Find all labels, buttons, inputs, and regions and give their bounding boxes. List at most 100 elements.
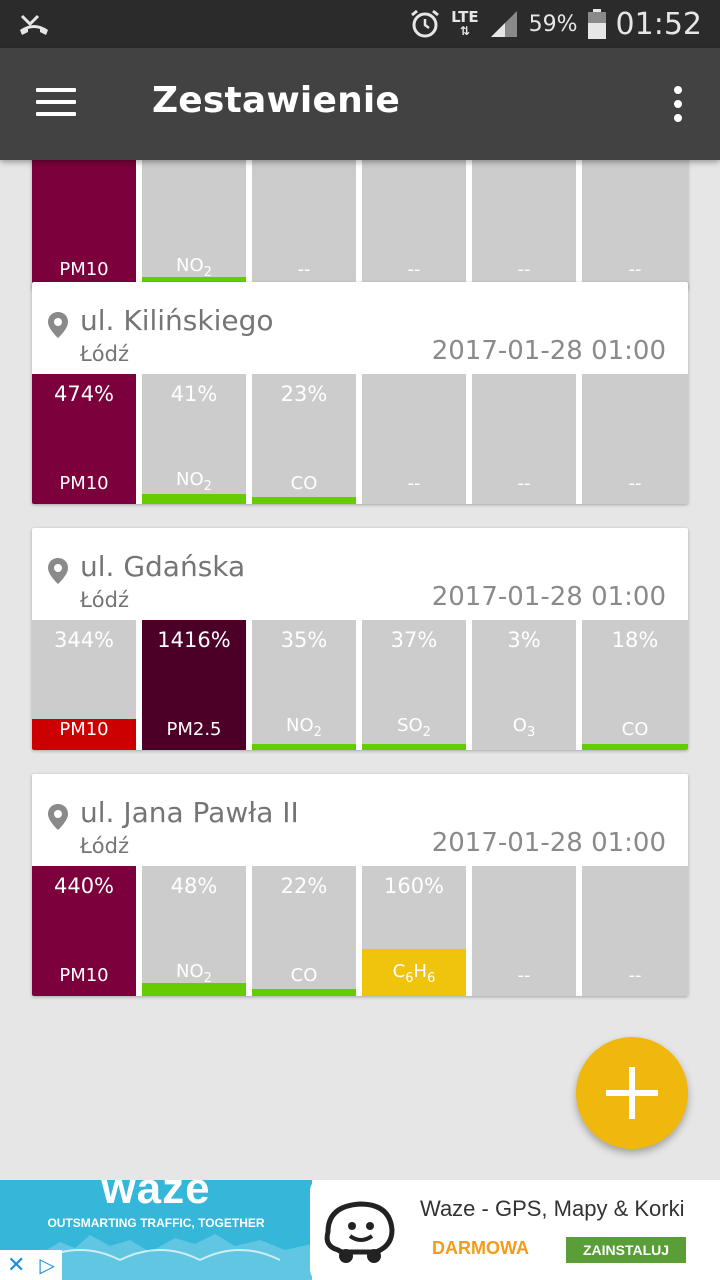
pollutant-tiles: PM10 NO2 -- -- -- -- <box>32 160 688 290</box>
battery-icon <box>587 9 606 39</box>
add-station-button[interactable] <box>576 1037 688 1149</box>
station-city: Łódź <box>80 588 130 612</box>
pollutant-tile[interactable]: -- <box>472 160 576 290</box>
pollutant-label: NO2 <box>142 961 246 986</box>
pollutant-tile[interactable]: -- <box>582 374 688 504</box>
pollutant-tile[interactable]: 23% CO <box>252 374 356 504</box>
adchoices-icon[interactable]: ▷ <box>39 1253 55 1277</box>
station-card[interactable]: ul. Gdańska Łódź 2017-01-28 01:00 344% PM10 1… <box>32 528 688 750</box>
pollutant-tile[interactable]: 35% NO2 <box>252 620 356 750</box>
pollutant-tile[interactable]: 1416% PM2.5 <box>142 620 246 750</box>
pollutant-tile[interactable]: -- <box>472 866 576 996</box>
page-title: Zestawienie <box>152 80 401 121</box>
station-card[interactable]: ul. Jana Pawła II Łódź 2017-01-28 01:00 440… <box>32 774 688 996</box>
ad-choices[interactable]: ✕ ▷ <box>0 1250 62 1280</box>
station-card-header: ul. Kilińskiego Łódź 2017-01-28 01:00 <box>32 282 688 374</box>
ad-banner[interactable]: waze OUTSMARTING TRAFFIC, TOGETHER ✕ ▷ W… <box>0 1180 720 1280</box>
pollutant-tile[interactable]: -- <box>582 866 688 996</box>
pollutant-symbol: -- <box>517 473 531 494</box>
pollutant-symbol: -- <box>517 965 531 986</box>
pollutant-label: PM10 <box>32 473 136 494</box>
more-vertical-icon[interactable] <box>668 86 688 126</box>
station-card-header: ul. Jana Pawła II Łódź 2017-01-28 01:00 <box>32 774 688 866</box>
station-city: Łódź <box>80 342 130 366</box>
pollutant-level-bar <box>582 744 688 750</box>
signal-icon <box>490 11 517 37</box>
pollutant-level-bar <box>32 374 136 504</box>
pollutant-symbol: -- <box>628 473 642 494</box>
location-pin-icon <box>48 312 68 338</box>
waze-logo <box>310 1180 410 1280</box>
pollutant-subscript: 2 <box>203 479 212 494</box>
pollutant-label: PM10 <box>32 259 136 280</box>
pollutant-tile[interactable]: 22% CO <box>252 866 356 996</box>
pollutant-tile[interactable]: 41% NO2 <box>142 374 246 504</box>
pollutant-tile[interactable]: PM10 <box>32 160 136 290</box>
station-card[interactable]: PM10 NO2 -- -- -- -- <box>32 160 688 290</box>
pollutant-label: NO2 <box>142 255 246 280</box>
ad-brand: waze <box>101 1180 211 1213</box>
pollutant-tiles: 440% PM10 48% NO2 22% CO 160% C6H6 -- -- <box>32 866 688 996</box>
pollutant-symbol: -- <box>407 259 421 280</box>
pollutant-label: CO <box>252 473 356 494</box>
pollutant-tile[interactable]: -- <box>362 160 466 290</box>
pollutant-tile[interactable]: -- <box>362 374 466 504</box>
pollutant-label: SO2 <box>362 715 466 740</box>
install-button[interactable]: ZAINSTALUJ <box>566 1237 686 1263</box>
pollutant-tiles: 344% PM10 1416% PM2.5 35% NO2 37% SO2 3% O3 18% CO <box>32 620 688 750</box>
pollutant-percent: 1416% <box>157 628 231 652</box>
ad-image[interactable]: waze OUTSMARTING TRAFFIC, TOGETHER ✕ ▷ <box>0 1180 312 1280</box>
pollutant-tile[interactable]: 160% C6H6 <box>362 866 466 996</box>
station-name: ul. Kilińskiego <box>80 304 274 337</box>
pollutant-symbol: SO <box>397 715 423 736</box>
pollutant-subscript: 2 <box>203 265 212 280</box>
status-bar: LTE ⇅ 59% 01:52 <box>0 0 720 48</box>
city-skyline-graphic <box>0 1234 312 1280</box>
pollutant-tile[interactable]: 37% SO2 <box>362 620 466 750</box>
pollutant-percent: 18% <box>611 628 659 652</box>
pollutant-tile[interactable]: 440% PM10 <box>32 866 136 996</box>
pollutant-tile[interactable]: -- <box>582 160 688 290</box>
station-timestamp: 2017-01-28 01:00 <box>431 582 666 612</box>
pollutant-level-bar <box>32 160 136 290</box>
pollutant-label: -- <box>582 473 688 494</box>
pollutant-symbol: PM10 <box>59 965 109 986</box>
pollutant-symbol: NO <box>286 715 314 736</box>
close-icon[interactable]: ✕ <box>7 1252 26 1278</box>
station-city: Łódź <box>80 834 130 858</box>
pollutant-tile[interactable]: -- <box>252 160 356 290</box>
pollutant-tile[interactable]: 48% NO2 <box>142 866 246 996</box>
ad-app-title: Waze - GPS, Mapy & Korki <box>420 1196 685 1221</box>
pollutant-percent: 22% <box>280 874 328 898</box>
pollutant-tile[interactable]: -- <box>472 374 576 504</box>
station-list[interactable]: PM10 NO2 -- -- -- -- ul. Kilińskiego Łódź 2017-0… <box>0 160 720 1180</box>
pollutant-tile[interactable]: NO2 <box>142 160 246 290</box>
pollutant-label: PM10 <box>32 719 136 740</box>
pollutant-level-bar <box>142 983 246 996</box>
ad-tagline: OUTSMARTING TRAFFIC, TOGETHER <box>47 1216 265 1230</box>
pollutant-symbol: NO <box>176 469 204 490</box>
pollutant-tile[interactable]: 3% O3 <box>472 620 576 750</box>
station-timestamp: 2017-01-28 01:00 <box>431 828 666 858</box>
pollutant-symbol: -- <box>297 259 311 280</box>
pollutant-percent: 344% <box>53 628 115 652</box>
pollutant-label: -- <box>362 473 466 494</box>
pollutant-level-bar <box>362 744 466 750</box>
network-type: LTE ⇅ <box>451 8 479 39</box>
pollutant-level-bar <box>142 494 246 504</box>
pollutant-tile[interactable]: 344% PM10 <box>32 620 136 750</box>
pollutant-label: -- <box>472 259 576 280</box>
pollutant-level-bar <box>252 989 356 996</box>
pollutant-subscript: 3 <box>526 725 536 740</box>
station-card[interactable]: ul. Kilińskiego Łódź 2017-01-28 01:00 474% P… <box>32 282 688 504</box>
pollutant-symbol: -- <box>628 965 642 986</box>
pollutant-percent: 23% <box>280 382 328 406</box>
pollutant-tile[interactable]: 18% CO <box>582 620 688 750</box>
hamburger-menu-icon[interactable] <box>36 88 76 120</box>
ad-price: DARMOWA <box>432 1238 529 1258</box>
pollutant-level-bar <box>32 866 136 996</box>
pollutant-tile[interactable]: 474% PM10 <box>32 374 136 504</box>
station-timestamp: 2017-01-28 01:00 <box>431 336 666 366</box>
pollutant-level-bar <box>32 719 136 750</box>
pollutant-label: -- <box>362 259 466 280</box>
